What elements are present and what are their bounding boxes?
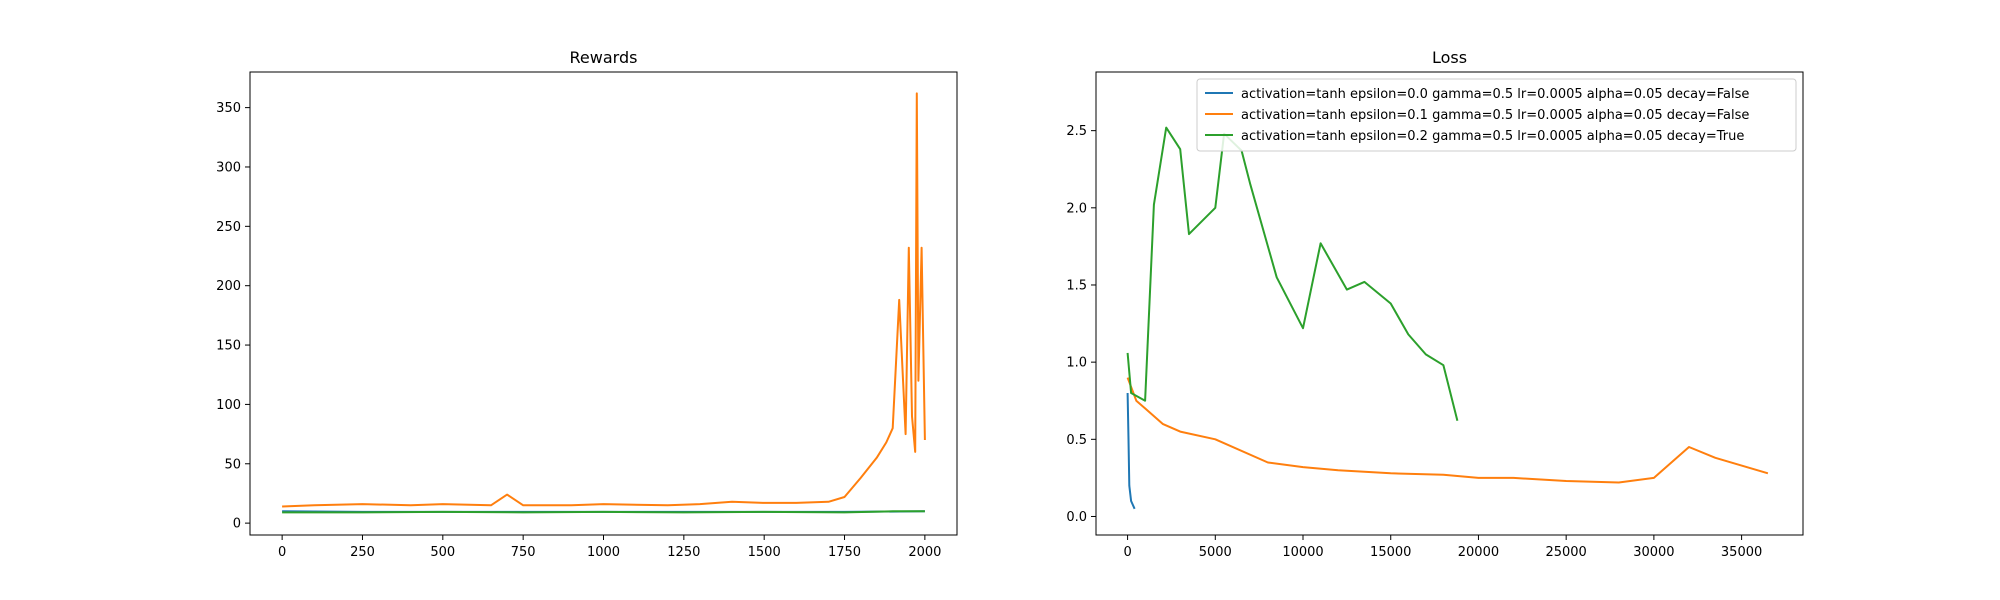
rewards-y-tick-label: 50	[224, 457, 241, 472]
loss-x-tick-label: 15000	[1370, 545, 1411, 560]
loss-y-tick-label: 2.5	[1066, 124, 1087, 139]
loss-series-1-line	[1126, 377, 1769, 484]
rewards-x-tick-label: 1000	[587, 545, 620, 560]
loss-y-tick-label: 0.5	[1066, 433, 1087, 448]
loss-y-tick-label: 1.0	[1066, 356, 1087, 371]
rewards-y-tick-label: 0	[233, 517, 241, 532]
loss-plot-frame	[1095, 71, 1804, 536]
rewards-y-tick-label: 250	[216, 220, 241, 235]
loss-x-tick-label: 10000	[1282, 545, 1323, 560]
loss-series-0-line	[1126, 392, 1136, 510]
rewards-y-tick-label: 350	[216, 101, 241, 116]
loss-x-tick-label: 5000	[1199, 545, 1232, 560]
rewards-series-2-line	[282, 510, 925, 514]
loss-x-tick-label: 25000	[1545, 545, 1586, 560]
rewards-y-tick-label: 300	[216, 160, 241, 175]
rewards-x-tick-label: 1750	[828, 545, 861, 560]
rewards-x-tick-label: 1500	[748, 545, 781, 560]
loss-x-tick-label: 30000	[1633, 545, 1674, 560]
loss-legend-label: activation=tanh epsilon=0.2 gamma=0.5 lr…	[1241, 129, 1744, 144]
rewards-y-tick-label: 150	[216, 339, 241, 354]
loss-legend-label: activation=tanh epsilon=0.0 gamma=0.5 lr…	[1241, 87, 1749, 102]
rewards-axis-layer: 0 250 500 750 1000 1250 1500 1750 2000 0 50 100 150 2…	[216, 101, 941, 560]
rewards-x-tick-label: 250	[350, 545, 375, 560]
loss-series-layer	[1126, 126, 1769, 510]
loss-y-tick-label: 2.0	[1066, 201, 1087, 216]
loss-axis-layer: 0 5000 10000 15000 20000 25000 30000 35000 0.0 0.…	[1066, 124, 1762, 560]
loss-chart: Loss 0 5000 10000 15000 20000 25000 30000 35000…	[1066, 48, 1804, 560]
loss-y-tick-label: 1.5	[1066, 278, 1087, 293]
loss-legend-label: activation=tanh epsilon=0.1 gamma=0.5 lr…	[1241, 108, 1749, 123]
loss-x-tick-label: 35000	[1721, 545, 1762, 560]
loss-legend: activation=tanh epsilon=0.0 gamma=0.5 lr…	[1196, 78, 1797, 152]
rewards-y-tick-label: 200	[216, 279, 241, 294]
loss-y-tick-label: 0.0	[1066, 510, 1087, 525]
rewards-chart: Rewards 0 250 500 750 1000 1250 1500 1750 2000 0 5…	[216, 48, 958, 560]
rewards-x-tick-label: 2000	[908, 545, 941, 560]
loss-title: Loss	[1432, 48, 1467, 67]
loss-legend-frame	[1196, 78, 1797, 152]
loss-x-tick-label: 0	[1123, 545, 1131, 560]
rewards-x-tick-label: 750	[511, 545, 536, 560]
rewards-x-tick-label: 1250	[667, 545, 700, 560]
rewards-x-tick-label: 500	[430, 545, 455, 560]
rewards-series-layer	[282, 92, 926, 514]
rewards-series-1-line	[282, 92, 926, 508]
rewards-x-tick-label: 0	[278, 545, 286, 560]
rewards-y-tick-label: 100	[216, 398, 241, 413]
rewards-title: Rewards	[570, 48, 638, 67]
loss-x-tick-label: 20000	[1458, 545, 1499, 560]
loss-series-2-line	[1126, 126, 1459, 422]
